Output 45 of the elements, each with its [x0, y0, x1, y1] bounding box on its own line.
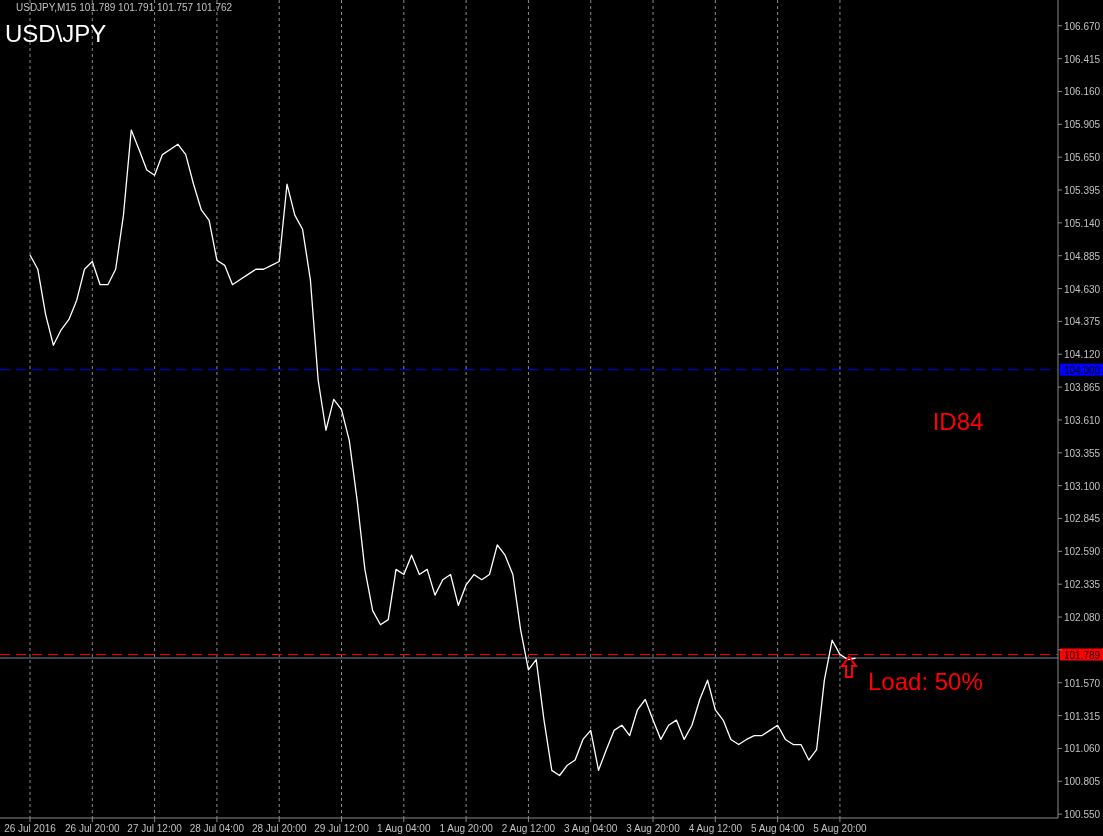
- y-tick-label: 103.865: [1063, 382, 1101, 394]
- y-tick-label: 104.375: [1063, 316, 1101, 328]
- x-tick-label: 28 Jul 04:00: [189, 823, 245, 834]
- x-tick-label: 27 Jul 12:00: [127, 823, 183, 834]
- y-tick-label: 102.080: [1063, 612, 1101, 624]
- x-tick-label: 5 Aug 20:00: [813, 823, 868, 834]
- y-tick-label: 105.140: [1063, 217, 1101, 229]
- y-tick-label: 102.590: [1063, 546, 1101, 558]
- text: USD\JPY: [5, 20, 107, 47]
- ref-line-label: 101.789: [1063, 649, 1101, 661]
- y-tick-label: 103.100: [1063, 480, 1101, 492]
- x-tick-label: 26 Jul 2016: [4, 823, 57, 834]
- y-tick-label: 104.120: [1063, 349, 1101, 361]
- y-tick-label: 106.415: [1063, 53, 1101, 65]
- x-tick-label: 29 Jul 12:00: [314, 823, 370, 834]
- x-tick-label: 28 Jul 20:00: [251, 823, 307, 834]
- y-tick-label: 104.630: [1063, 283, 1101, 295]
- x-tick-label: 26 Jul 20:00: [65, 823, 120, 834]
- y-tick-label: 101.060: [1063, 743, 1101, 755]
- y-tick-label: 105.905: [1063, 119, 1101, 131]
- x-tick-label: 1 Aug 04:00: [377, 823, 431, 834]
- y-tick-label: 105.395: [1063, 185, 1101, 197]
- annotation: Load: 50%: [868, 668, 983, 695]
- x-tick-label: 5 Aug 04:00: [750, 823, 805, 834]
- x-tick-label: 4 Aug 12:00: [688, 823, 743, 834]
- y-tick-label: 101.315: [1063, 710, 1101, 722]
- y-tick-label: 101.570: [1063, 677, 1101, 689]
- y-tick-label: 106.160: [1063, 86, 1101, 98]
- y-tick-label: 100.550: [1063, 809, 1101, 821]
- y-tick-label: 102.845: [1063, 513, 1101, 525]
- x-tick-label: 3 Aug 20:00: [626, 823, 681, 834]
- y-tick-label: 100.805: [1063, 776, 1101, 788]
- y-tick-label: 103.610: [1063, 414, 1101, 426]
- x-tick-label: 2 Aug 12:00: [501, 823, 556, 834]
- y-tick-label: 103.355: [1063, 447, 1101, 459]
- y-tick-label: 106.670: [1063, 20, 1101, 32]
- y-tick-label: 102.335: [1063, 579, 1101, 591]
- x-tick-label: 1 Aug 20:00: [439, 823, 494, 834]
- line-series: [29, 129, 857, 777]
- ref-line-label: 104.000: [1063, 364, 1101, 376]
- annotation: ID84: [932, 408, 984, 435]
- x-tick-label: 3 Aug 04:00: [564, 823, 618, 834]
- y-tick-label: 104.885: [1063, 250, 1101, 262]
- y-tick-label: 105.650: [1063, 152, 1101, 164]
- annotation: USDJPY,M15 101.789 101.791 101.757 101.762: [16, 2, 233, 13]
